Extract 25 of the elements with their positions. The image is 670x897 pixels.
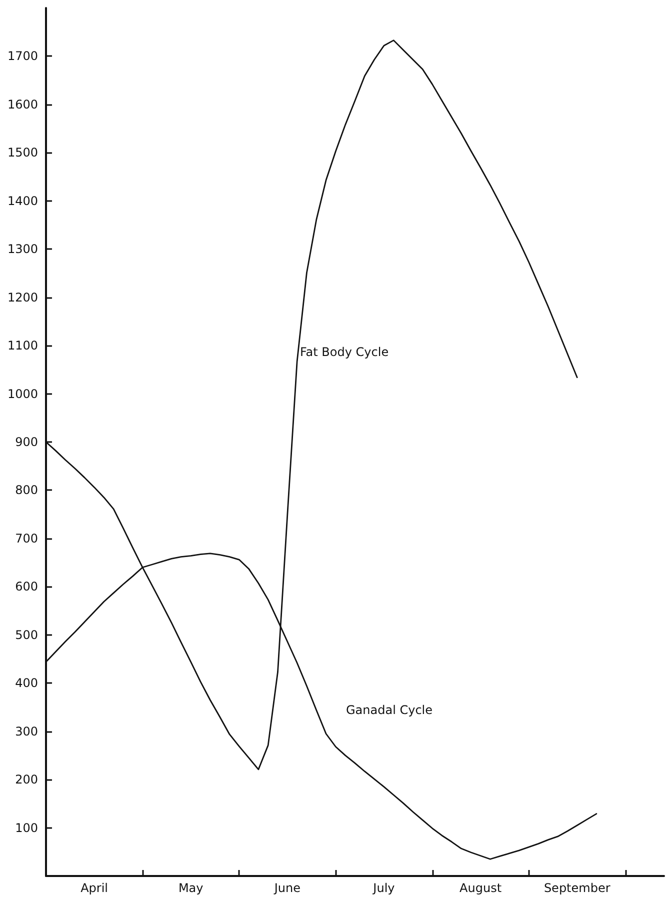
x-tick-label: September xyxy=(544,881,610,895)
y-tick-label: 200 xyxy=(15,772,38,787)
y-tick-label: 1600 xyxy=(7,97,38,112)
x-tick-label: May xyxy=(178,881,204,895)
y-tick-label: 1200 xyxy=(7,290,38,304)
x-tick-label: August xyxy=(460,881,502,895)
y-tick-label: 300 xyxy=(15,724,38,738)
y-tick-label: 1100 xyxy=(7,338,38,353)
x-tick-label: April xyxy=(80,881,108,895)
y-tick-label: 600 xyxy=(15,580,38,594)
y-tick-label: 500 xyxy=(15,628,38,642)
y-tick-label: 400 xyxy=(15,676,38,690)
y-tick-label: 1300 xyxy=(7,242,38,256)
y-tick-label: 800 xyxy=(15,483,38,498)
y-tick-label: 100 xyxy=(15,820,38,835)
y-tick-label: 1400 xyxy=(7,194,38,208)
y-tick-label: 1700 xyxy=(7,49,38,64)
x-tick-label: June xyxy=(273,881,300,895)
annotation: Ganadal Cycle xyxy=(346,703,433,717)
y-tick-label: 900 xyxy=(15,435,38,449)
x-tick-label: July xyxy=(372,881,395,895)
y-tick-label: 1500 xyxy=(7,146,38,160)
annotation: Fat Body Cycle xyxy=(300,345,389,359)
y-tick-label: 700 xyxy=(15,531,38,546)
y-tick-label: 1000 xyxy=(7,386,38,401)
